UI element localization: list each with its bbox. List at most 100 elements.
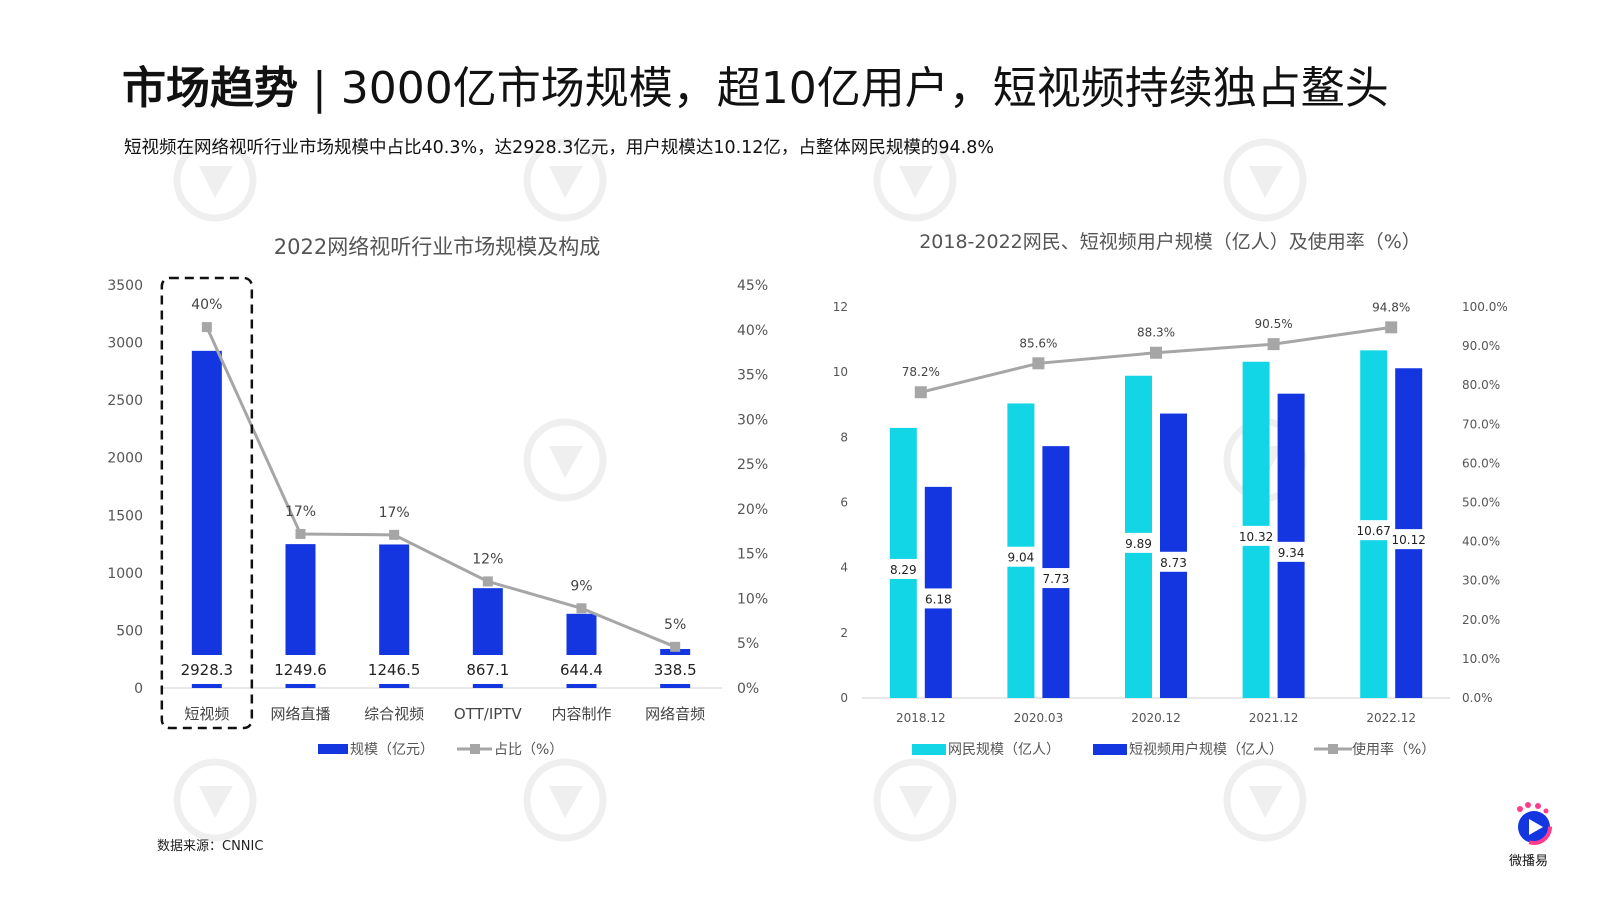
x-tick-label: 综合视频 xyxy=(364,705,424,723)
bar-value-label: 9.34 xyxy=(1278,546,1305,560)
bar-value-label: 9.89 xyxy=(1125,537,1152,551)
x-tick-label: 网络直播 xyxy=(270,705,330,723)
y-right-tick-label: 70.0% xyxy=(1462,417,1500,431)
brand-logo-text: 微播易 xyxy=(1509,854,1549,869)
bar-value-label: 644.4 xyxy=(560,661,603,679)
bar-value-label: 867.1 xyxy=(466,661,509,679)
usage-rate-label: 90.5% xyxy=(1255,317,1293,331)
x-tick-label: 2022.12 xyxy=(1366,711,1416,725)
y-left-tick-label: 1000 xyxy=(107,566,143,582)
page-title-strong: 市场趋势 xyxy=(122,63,298,114)
y-left-tick-label: 0 xyxy=(134,681,143,697)
bar-value-label: 8.73 xyxy=(1160,556,1187,570)
bar-value-label: 2928.3 xyxy=(181,661,234,679)
usage-rate-marker xyxy=(1267,338,1280,351)
x-tick-label: 内容制作 xyxy=(551,705,611,723)
y-left-tick-label: 12 xyxy=(833,300,848,314)
legend-swatch-short-video-users xyxy=(1093,744,1127,755)
share-value-label: 17% xyxy=(379,505,410,521)
page-subtitle: 短视频在网络视听行业市场规模中占比40.3%，达2928.3亿元，用户规模达10… xyxy=(124,138,995,158)
bar-value-label: 9.04 xyxy=(1008,551,1035,565)
y-right-tick-label: 40% xyxy=(737,323,768,339)
y-right-tick-label: 30% xyxy=(737,412,768,428)
legend-label: 网民规模（亿人） xyxy=(948,742,1060,758)
bar-value-label: 10.67 xyxy=(1357,524,1391,538)
legend-label: 使用率（%） xyxy=(1352,741,1435,758)
legend-swatch-marker xyxy=(470,744,480,754)
bar-value-label: 7.73 xyxy=(1043,572,1070,586)
y-right-tick-label: 10% xyxy=(737,591,768,607)
bar-label-background xyxy=(1273,541,1309,562)
share-marker xyxy=(576,603,587,614)
y-right-tick-label: 50.0% xyxy=(1462,496,1500,510)
bar-label-background xyxy=(1156,551,1191,572)
y-left-tick-label: 10 xyxy=(833,365,848,379)
legend-swatch-netizens xyxy=(912,744,946,755)
usage-rate-label: 94.8% xyxy=(1372,300,1410,314)
legend-label: 短视频用户规模（亿人） xyxy=(1129,741,1283,758)
share-value-label: 40% xyxy=(191,297,222,313)
bar-label-background xyxy=(366,655,423,684)
usage-rate-label: 78.2% xyxy=(902,365,940,379)
y-left-tick-label: 0 xyxy=(840,691,848,705)
x-tick-label: 短视频 xyxy=(184,705,229,723)
share-value-label: 9% xyxy=(570,578,592,594)
share-value-label: 5% xyxy=(664,617,686,633)
y-right-tick-label: 90.0% xyxy=(1462,339,1500,353)
x-tick-label: OTT/IPTV xyxy=(454,705,523,723)
y-right-tick-label: 30.0% xyxy=(1462,574,1500,588)
bar-value-label: 338.5 xyxy=(654,661,697,679)
y-right-tick-label: 0.0% xyxy=(1462,691,1493,705)
page-title-rest: | 3000亿市场规模，超10亿用户，短视频持续独占鳌头 xyxy=(298,63,1389,114)
share-marker xyxy=(389,529,400,540)
usage-rate-marker xyxy=(1385,321,1398,334)
bar-label-background xyxy=(1038,568,1074,589)
y-left-tick-label: 2500 xyxy=(107,393,143,409)
legend-label: 规模（亿元） xyxy=(350,742,434,758)
y-right-tick-label: 60.0% xyxy=(1462,456,1500,470)
y-left-tick-label: 2000 xyxy=(107,451,143,467)
y-right-tick-label: 0% xyxy=(737,681,759,697)
y-right-tick-label: 10.0% xyxy=(1462,652,1500,666)
share-marker xyxy=(201,322,212,333)
share-value-label: 17% xyxy=(285,504,316,520)
y-left-tick-label: 3000 xyxy=(107,336,143,352)
brand-logo-icon xyxy=(1516,802,1552,845)
share-marker xyxy=(295,528,306,539)
bar-value-label: 6.18 xyxy=(925,592,952,606)
y-left-tick-label: 4 xyxy=(840,561,848,575)
page-title: 市场趋势 | 3000亿市场规模，超10亿用户，短视频持续独占鳌头 xyxy=(122,58,1389,120)
usage-rate-marker xyxy=(914,386,927,399)
share-marker xyxy=(482,576,493,587)
share-marker xyxy=(670,641,681,652)
bar-label-background xyxy=(178,655,235,684)
bar-label-background xyxy=(1391,529,1427,550)
bar-label-background xyxy=(920,588,956,609)
legend-swatch-marker xyxy=(1328,744,1338,754)
bar-value-label: 10.32 xyxy=(1239,530,1273,544)
bar-label-background xyxy=(272,655,329,684)
x-tick-label: 2021.12 xyxy=(1249,711,1299,725)
bar-value-label: 8.29 xyxy=(890,563,917,577)
bar-label-background xyxy=(1356,520,1392,541)
x-tick-label: 网络音频 xyxy=(645,705,705,723)
y-right-tick-label: 20.0% xyxy=(1462,613,1500,627)
y-right-tick-label: 40.0% xyxy=(1462,535,1500,549)
usage-rate-label: 85.6% xyxy=(1019,336,1057,350)
share-value-label: 12% xyxy=(472,551,503,567)
usage-rate-marker xyxy=(1032,357,1045,370)
bar-label-background xyxy=(885,558,921,579)
bar-label-background xyxy=(1003,546,1039,567)
bar-value-label: 10.12 xyxy=(1392,533,1426,547)
y-right-tick-label: 5% xyxy=(737,636,759,652)
bar-label-background xyxy=(647,655,704,684)
data-source-note: 数据来源：CNNIC xyxy=(157,839,264,854)
bar xyxy=(191,350,222,688)
y-left-tick-label: 8 xyxy=(840,430,848,444)
bar-value-label: 1249.6 xyxy=(274,661,327,679)
bar-label-background xyxy=(553,655,610,684)
chart-title: 2022网络视听行业市场规模及构成 xyxy=(274,235,600,259)
x-tick-label: 2020.03 xyxy=(1014,711,1064,725)
y-left-tick-label: 1500 xyxy=(107,508,143,524)
